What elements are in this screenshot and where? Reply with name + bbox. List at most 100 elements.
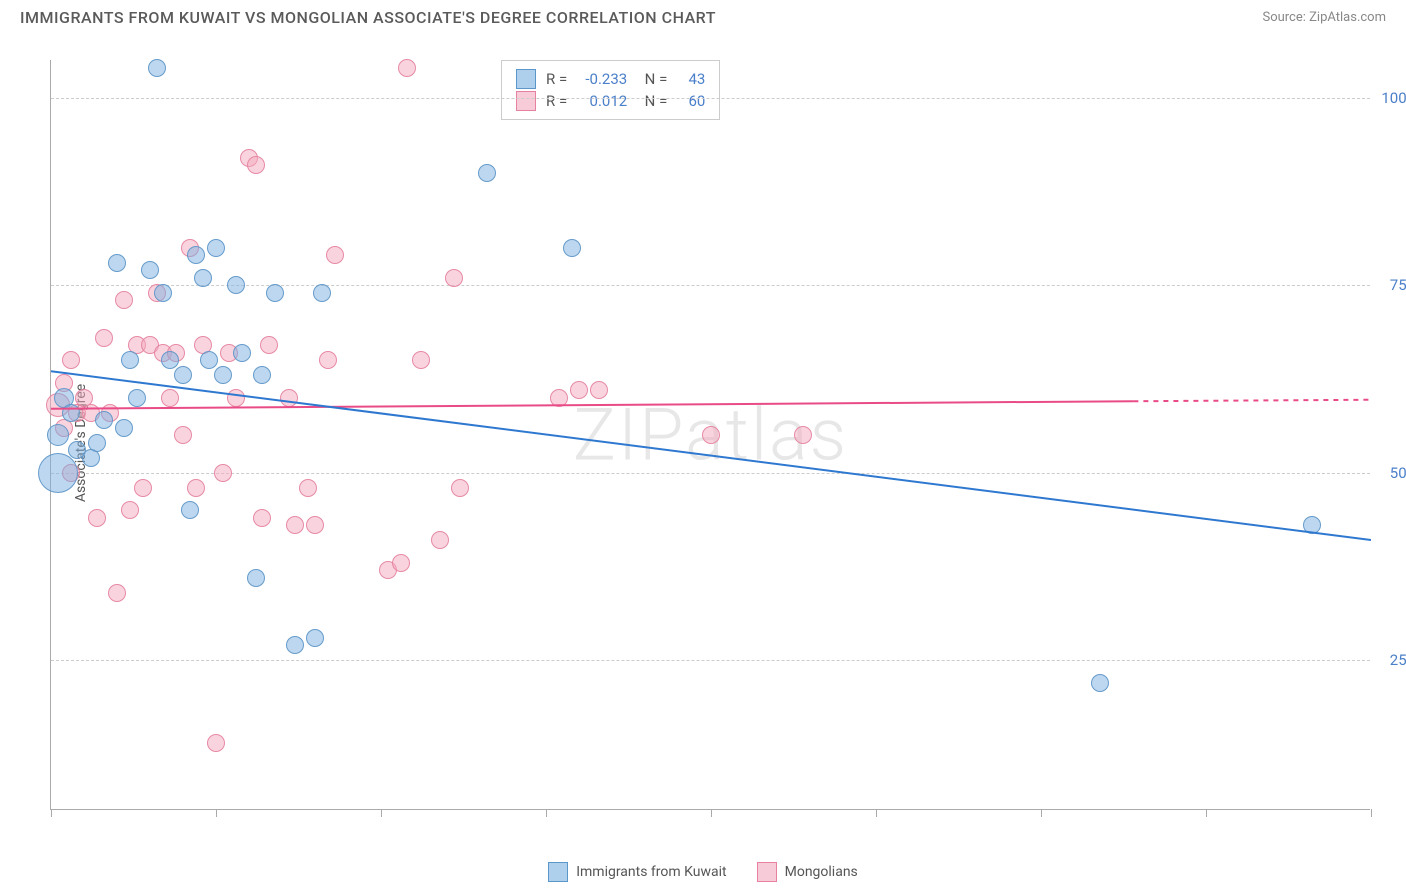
legend-swatch-blue-icon bbox=[548, 862, 568, 882]
point-mongolian bbox=[306, 516, 324, 534]
point-kuwait bbox=[174, 366, 192, 384]
point-mongolian bbox=[280, 389, 298, 407]
point-kuwait bbox=[187, 246, 205, 264]
legend-swatch-pink-icon bbox=[757, 862, 777, 882]
point-mongolian bbox=[115, 291, 133, 309]
point-kuwait bbox=[478, 164, 496, 182]
point-kuwait bbox=[563, 239, 581, 257]
point-kuwait bbox=[128, 389, 146, 407]
point-mongolian bbox=[253, 509, 271, 527]
point-mongolian bbox=[431, 531, 449, 549]
y-tick-label: 25.0% bbox=[1390, 651, 1406, 669]
stat-n-value-2: 60 bbox=[677, 92, 705, 110]
y-tick-label: 75.0% bbox=[1390, 276, 1406, 294]
x-tick bbox=[51, 809, 52, 817]
legend-label-2: Mongolians bbox=[785, 864, 858, 880]
legend-item-kuwait: Immigrants from Kuwait bbox=[548, 862, 726, 882]
point-mongolian bbox=[174, 426, 192, 444]
x-tick bbox=[381, 809, 382, 817]
point-mongolian bbox=[214, 464, 232, 482]
point-kuwait bbox=[233, 344, 251, 362]
point-mongolian bbox=[702, 426, 720, 444]
point-mongolian bbox=[187, 479, 205, 497]
point-mongolian bbox=[227, 389, 245, 407]
point-kuwait bbox=[148, 59, 166, 77]
point-mongolian bbox=[550, 389, 568, 407]
point-mongolian bbox=[134, 479, 152, 497]
correlation-stats-box: R = -0.233 N = 43 R = 0.012 N = 60 bbox=[501, 60, 720, 120]
point-mongolian bbox=[319, 351, 337, 369]
stats-row-mongolian: R = 0.012 N = 60 bbox=[516, 91, 705, 111]
y-tick-label: 100.0% bbox=[1381, 89, 1406, 107]
point-mongolian bbox=[108, 584, 126, 602]
point-kuwait bbox=[154, 284, 172, 302]
x-tick bbox=[711, 809, 712, 817]
point-kuwait bbox=[47, 424, 69, 446]
point-kuwait bbox=[108, 254, 126, 272]
gridline bbox=[51, 98, 1370, 99]
stat-n-label: N = bbox=[637, 92, 667, 110]
stat-r-value-2: 0.012 bbox=[577, 92, 627, 110]
point-mongolian bbox=[398, 59, 416, 77]
x-tick bbox=[216, 809, 217, 817]
point-kuwait bbox=[141, 261, 159, 279]
point-kuwait bbox=[121, 351, 139, 369]
legend-label-1: Immigrants from Kuwait bbox=[576, 864, 726, 880]
point-kuwait bbox=[115, 419, 133, 437]
point-mongolian bbox=[121, 501, 139, 519]
point-kuwait bbox=[286, 636, 304, 654]
stat-r-label: R = bbox=[546, 92, 567, 110]
point-mongolian bbox=[88, 509, 106, 527]
point-kuwait bbox=[1303, 516, 1321, 534]
point-kuwait bbox=[200, 351, 218, 369]
point-kuwait bbox=[227, 276, 245, 294]
point-kuwait bbox=[194, 269, 212, 287]
point-mongolian bbox=[299, 479, 317, 497]
stat-n-value-1: 43 bbox=[677, 70, 705, 88]
point-kuwait bbox=[214, 366, 232, 384]
point-mongolian bbox=[95, 329, 113, 347]
gridline bbox=[51, 473, 1370, 474]
x-tick bbox=[876, 809, 877, 817]
point-mongolian bbox=[326, 246, 344, 264]
point-kuwait bbox=[95, 411, 113, 429]
point-kuwait bbox=[161, 351, 179, 369]
scatter-chart: ZIPatlas R = -0.233 N = 43 R = 0.012 N =… bbox=[50, 60, 1370, 810]
legend-item-mongolian: Mongolians bbox=[757, 862, 858, 882]
point-kuwait bbox=[38, 453, 78, 493]
x-tick bbox=[546, 809, 547, 817]
chart-title: IMMIGRANTS FROM KUWAIT VS MONGOLIAN ASSO… bbox=[20, 8, 716, 27]
point-kuwait bbox=[1091, 674, 1109, 692]
stat-r-label: R = bbox=[546, 70, 567, 88]
point-mongolian bbox=[570, 381, 588, 399]
x-tick bbox=[1371, 809, 1372, 817]
point-mongolian bbox=[286, 516, 304, 534]
stats-row-kuwait: R = -0.233 N = 43 bbox=[516, 69, 705, 89]
point-mongolian bbox=[260, 336, 278, 354]
point-kuwait bbox=[88, 434, 106, 452]
x-tick bbox=[1206, 809, 1207, 817]
point-mongolian bbox=[445, 269, 463, 287]
chart-header: IMMIGRANTS FROM KUWAIT VS MONGOLIAN ASSO… bbox=[0, 0, 1406, 31]
point-mongolian bbox=[412, 351, 430, 369]
point-mongolian bbox=[451, 479, 469, 497]
stat-r-value-1: -0.233 bbox=[577, 70, 627, 88]
point-kuwait bbox=[266, 284, 284, 302]
point-mongolian bbox=[161, 389, 179, 407]
point-mongolian bbox=[207, 734, 225, 752]
stat-n-label: N = bbox=[637, 70, 667, 88]
point-mongolian bbox=[392, 554, 410, 572]
source-label: Source: ZipAtlas.com bbox=[1262, 10, 1386, 25]
point-kuwait bbox=[306, 629, 324, 647]
point-kuwait bbox=[181, 501, 199, 519]
point-mongolian bbox=[590, 381, 608, 399]
x-tick bbox=[1041, 809, 1042, 817]
point-kuwait bbox=[247, 569, 265, 587]
point-kuwait bbox=[253, 366, 271, 384]
point-kuwait bbox=[207, 239, 225, 257]
gridline bbox=[51, 660, 1370, 661]
y-tick-label: 50.0% bbox=[1390, 464, 1406, 482]
point-mongolian bbox=[794, 426, 812, 444]
chart-legend: Immigrants from Kuwait Mongolians bbox=[0, 862, 1406, 882]
point-mongolian bbox=[62, 351, 80, 369]
